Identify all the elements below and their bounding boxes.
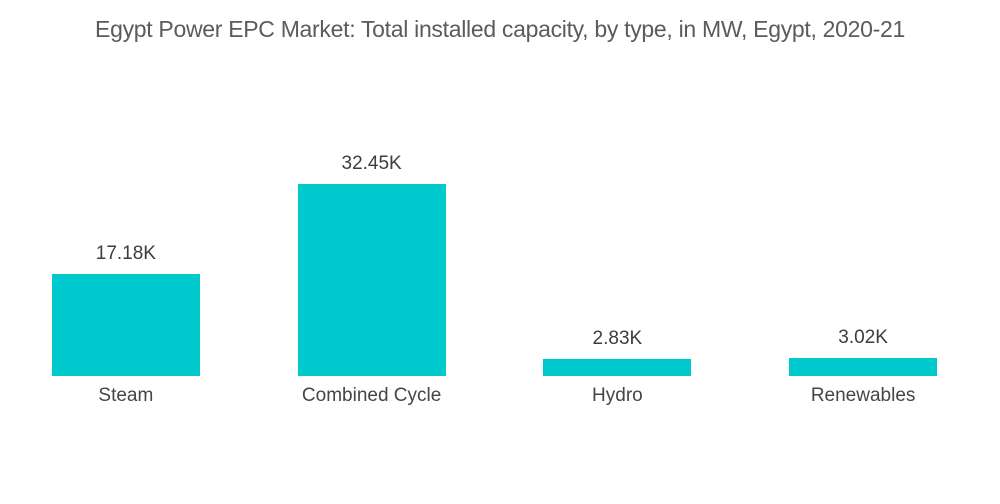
bar-group-hydro: 2.83K Hydro	[495, 327, 741, 408]
bar-group-steam: 17.18K Steam	[3, 242, 249, 408]
bar-steam	[51, 274, 200, 376]
bar-combined-cycle	[297, 184, 446, 376]
bar-hydro	[543, 359, 692, 376]
bar-category-label: Combined Cycle	[301, 385, 442, 406]
chart-title: Egypt Power EPC Market: Total installed …	[95, 16, 905, 42]
bar-value-label: 32.45K	[341, 153, 402, 174]
bar-category-label: Steam	[98, 385, 154, 406]
bar-group-combined-cycle: 32.45K Combined Cycle	[249, 152, 495, 408]
bar-renewables	[789, 358, 938, 376]
bar-group-renewables: 3.02K Renewables	[740, 326, 986, 408]
bar-value-label: 2.83K	[592, 328, 643, 350]
bar-category-label: Renewables	[810, 385, 916, 406]
bar-value-label: 3.02K	[838, 327, 888, 349]
bar-category-label: Hydro	[592, 385, 643, 406]
bar-value-label: 17.18K	[95, 243, 156, 265]
bar-chart-plot-area: 17.18K Steam 32.45K Combined Cycle 2.83K…	[3, 152, 986, 408]
